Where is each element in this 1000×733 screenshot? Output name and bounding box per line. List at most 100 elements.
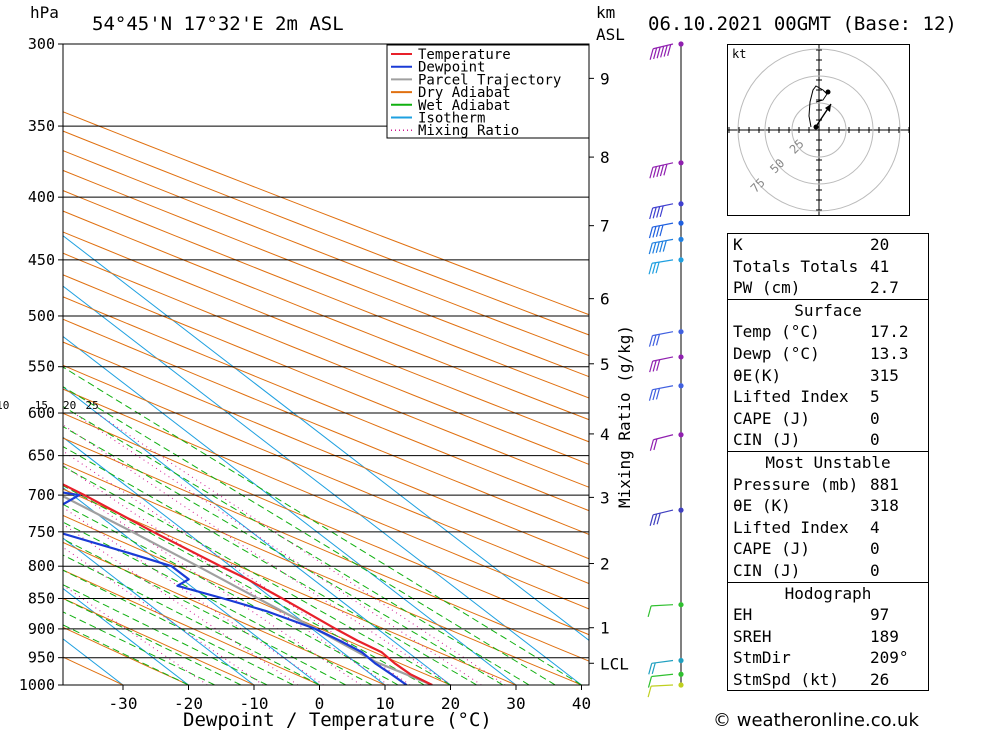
wind-barb-shaft xyxy=(651,604,674,607)
dry-adiabat-line xyxy=(63,210,589,421)
pressure-tick-label: 600 xyxy=(28,404,55,422)
pw-row: PW (cm) 2.7 xyxy=(733,278,899,298)
hodograph-panel: kt 25 50 75 xyxy=(727,39,910,221)
profiles xyxy=(63,483,433,685)
temperature-tick-label: 20 xyxy=(441,694,460,713)
wind-barb-flag xyxy=(656,513,661,525)
wind-level-dot xyxy=(678,257,684,263)
temperature-tick-label: -30 xyxy=(109,694,138,713)
height-tick-label: LCL xyxy=(600,654,629,673)
height-tick-label: 3 xyxy=(600,488,610,507)
dry-adiabat-line xyxy=(63,541,386,685)
wind-barb-flag xyxy=(651,262,657,274)
k-row: K 20 xyxy=(733,235,890,254)
tt-row: Totals Totals 41 xyxy=(733,256,890,276)
temperature-tick-label: 40 xyxy=(572,694,591,713)
wind-barb xyxy=(648,238,674,255)
wind-barb xyxy=(649,203,674,220)
dry-adiabat-line xyxy=(63,111,589,316)
temperature-axis: -30 -20 -10 0 10 20 30 40 xyxy=(109,685,591,713)
wet-adiabat-line xyxy=(63,554,320,685)
wind-barb xyxy=(649,356,674,373)
asl-label: ASL xyxy=(596,25,625,44)
mixing-ratio-label: 20 xyxy=(63,399,76,412)
hodograph-section: Hodograph EH 97 SREH 189 StmDir 209° StmSpd… xyxy=(728,581,928,691)
wind-barb xyxy=(647,673,674,688)
wind-barb-flag xyxy=(655,261,660,274)
wind-barb-flag xyxy=(659,241,664,253)
wind-barb-flag xyxy=(648,389,654,401)
wind-barb xyxy=(647,684,674,698)
wind-barb-flag xyxy=(652,207,657,219)
wind-barb-flag xyxy=(659,205,664,218)
height-tick-label: 6 xyxy=(600,290,610,309)
wind-barb-flag xyxy=(660,46,665,58)
wet-adiabat-line xyxy=(63,386,556,685)
legend-label: Parcel Trajectory xyxy=(418,72,561,88)
wind-level-dot xyxy=(678,201,684,207)
wind-barb-shaft xyxy=(651,673,674,678)
wind-barb xyxy=(648,385,674,401)
isotherm-line xyxy=(63,285,582,685)
storm-motion-arrowhead xyxy=(825,104,831,112)
pressure-tick-label: 1000 xyxy=(19,676,55,694)
wind-barb-flag xyxy=(652,360,657,372)
wind-barb-shaft xyxy=(651,684,674,687)
temperature-tick-label: 30 xyxy=(506,694,525,713)
pressure-tick-label: 300 xyxy=(28,35,55,53)
hodograph-ring xyxy=(791,102,847,158)
date-title: 06.10.2021 00GMT (Base: 12) xyxy=(648,13,957,35)
hodograph-trace xyxy=(808,85,828,128)
wind-barb-flag xyxy=(653,47,658,60)
wet-adiabat-line xyxy=(63,584,268,685)
pressure-tick-label: 700 xyxy=(28,486,55,504)
wind-barb-flag xyxy=(649,207,654,220)
hodograph-ring-label: 25 xyxy=(787,137,807,157)
mixing-ratio-label: 25 xyxy=(85,399,98,412)
surface-theta-row: θE(K) 315 xyxy=(733,365,899,385)
mu-cape-row: CAPE (J) 0 xyxy=(733,539,880,559)
mixing-ratio-label: 15 xyxy=(35,399,48,412)
isotherm-line xyxy=(63,537,255,685)
wind-barb-flag xyxy=(655,241,660,253)
pressure-tick-label: 350 xyxy=(28,117,55,135)
surface-li-row: Lifted Index 5 xyxy=(733,387,880,407)
wind-level-dot xyxy=(678,602,684,608)
dry-adiabat-line xyxy=(63,169,589,378)
dewpoint-line xyxy=(63,491,408,685)
pressure-tick-label: 450 xyxy=(28,251,55,269)
wind-barb-flag xyxy=(649,167,654,179)
credit-link[interactable]: © weatheronline.co.uk xyxy=(713,710,919,731)
temperature-line xyxy=(63,483,433,685)
wind-barbs xyxy=(647,41,684,698)
hodograph-ring-label: 50 xyxy=(767,156,787,176)
wind-level-dot xyxy=(678,220,684,226)
wind-level-dot xyxy=(678,682,684,688)
surface-section: Surface Temp (°C) 17.2 Dewp (°C) 13.3 θE(K… xyxy=(728,298,928,451)
dry-adiabat-line xyxy=(63,364,589,585)
stmspd-row: StmSpd (kt) 26 xyxy=(733,669,890,689)
x-axis-label: Dewpoint / Temperature (°C) xyxy=(183,709,492,731)
dry-adiabat-line xyxy=(63,597,255,685)
wind-barb-flag xyxy=(652,388,657,401)
wind-level-dot xyxy=(678,657,684,664)
location-title: 54°45'N 17°32'E 2m ASL xyxy=(92,13,344,35)
wind-barb-flag xyxy=(653,438,658,451)
plot-frame xyxy=(62,43,590,686)
wind-barb xyxy=(648,222,674,239)
wind-barb-flag xyxy=(655,225,661,237)
temperature-tick-label: -10 xyxy=(240,694,269,713)
wind-barb-flag xyxy=(655,334,661,346)
temperature-tick-label: 10 xyxy=(375,694,394,713)
wind-barb xyxy=(649,509,674,526)
wind-barb-flag xyxy=(656,359,661,371)
height-axis: 9 8 7 6 5 4 3 2 1 LCL xyxy=(589,69,629,673)
eh-row: EH 97 xyxy=(733,605,890,625)
wind-barb-flag xyxy=(649,439,654,451)
surface-cape-row: CAPE (J) 0 xyxy=(733,408,880,428)
surface-temp-row: Temp (°C) 17.2 xyxy=(733,322,909,342)
wind-barb xyxy=(648,259,674,275)
mixing-ratio-line xyxy=(63,482,362,685)
